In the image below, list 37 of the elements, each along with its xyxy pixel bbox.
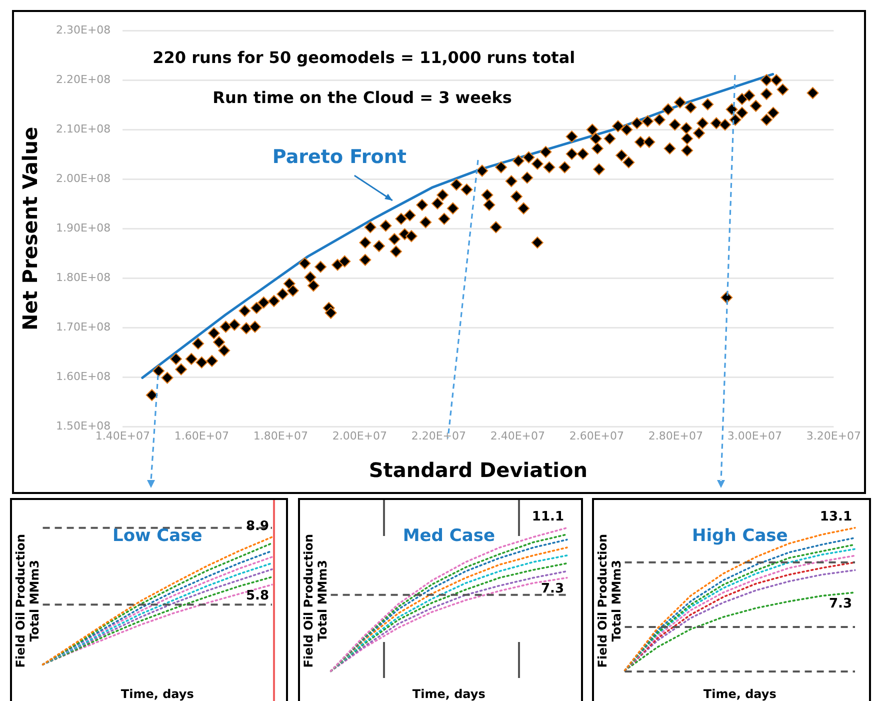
x-axis-title: Standard Deviation [368, 458, 588, 482]
y-axis-title: Net Present Value [18, 126, 42, 331]
x-axis-title: Time, days [703, 686, 776, 701]
x-tick-label: 2.20E+07 [411, 429, 466, 442]
annotation: 220 runs for 50 geomodels = 11,000 runs total [152, 48, 576, 67]
y-tick-label: 1.90E+08 [56, 222, 111, 235]
annotation: Run time on the Cloud = 3 weeks [212, 88, 512, 107]
chart-title: Med Case [402, 526, 495, 546]
x-tick-label: 2.60E+07 [569, 429, 624, 442]
data-label: 5.8 [246, 588, 269, 604]
y-tick-label: 2.10E+08 [56, 122, 111, 136]
x-axis-title: Time, days [120, 686, 194, 701]
x-tick-label: 2.40E+07 [490, 429, 545, 442]
x-tick-label: 3.00E+07 [727, 429, 782, 442]
y-tick-label: 1.70E+08 [56, 320, 111, 334]
y-tick-label: 1.60E+08 [56, 370, 111, 384]
chart-title: High Case [692, 526, 788, 546]
data-label: 8.9 [246, 518, 269, 534]
chart-title: Low Case [112, 526, 202, 546]
data-label: 7.3 [540, 582, 564, 597]
y-tick-label: 2.20E+08 [56, 72, 111, 86]
annotation: Pareto Front [272, 146, 406, 168]
x-tick-label: 2.80E+07 [648, 429, 703, 442]
x-tick-label: 1.80E+07 [253, 429, 308, 442]
y-tick-label: 2.30E+08 [56, 23, 111, 36]
x-tick-label: 3.20E+07 [806, 429, 861, 442]
data-label: 13.1 [820, 510, 852, 525]
y-axis-title: Field Oil Production Total MMm3 [595, 534, 624, 668]
x-tick-label: 2.00E+07 [332, 429, 387, 442]
y-axis-title: Field Oil Production Total MMm3 [13, 534, 42, 668]
y-axis-title: Field Oil Production Total MMm3 [301, 534, 330, 668]
x-tick-label: 1.60E+07 [174, 429, 229, 442]
y-tick-label: 2.00E+08 [56, 172, 111, 186]
data-label: 11.1 [532, 510, 564, 525]
y-tick-label: 1.80E+08 [56, 271, 111, 284]
x-axis-title: Time, days [412, 686, 486, 701]
data-label: 7.3 [828, 596, 852, 612]
